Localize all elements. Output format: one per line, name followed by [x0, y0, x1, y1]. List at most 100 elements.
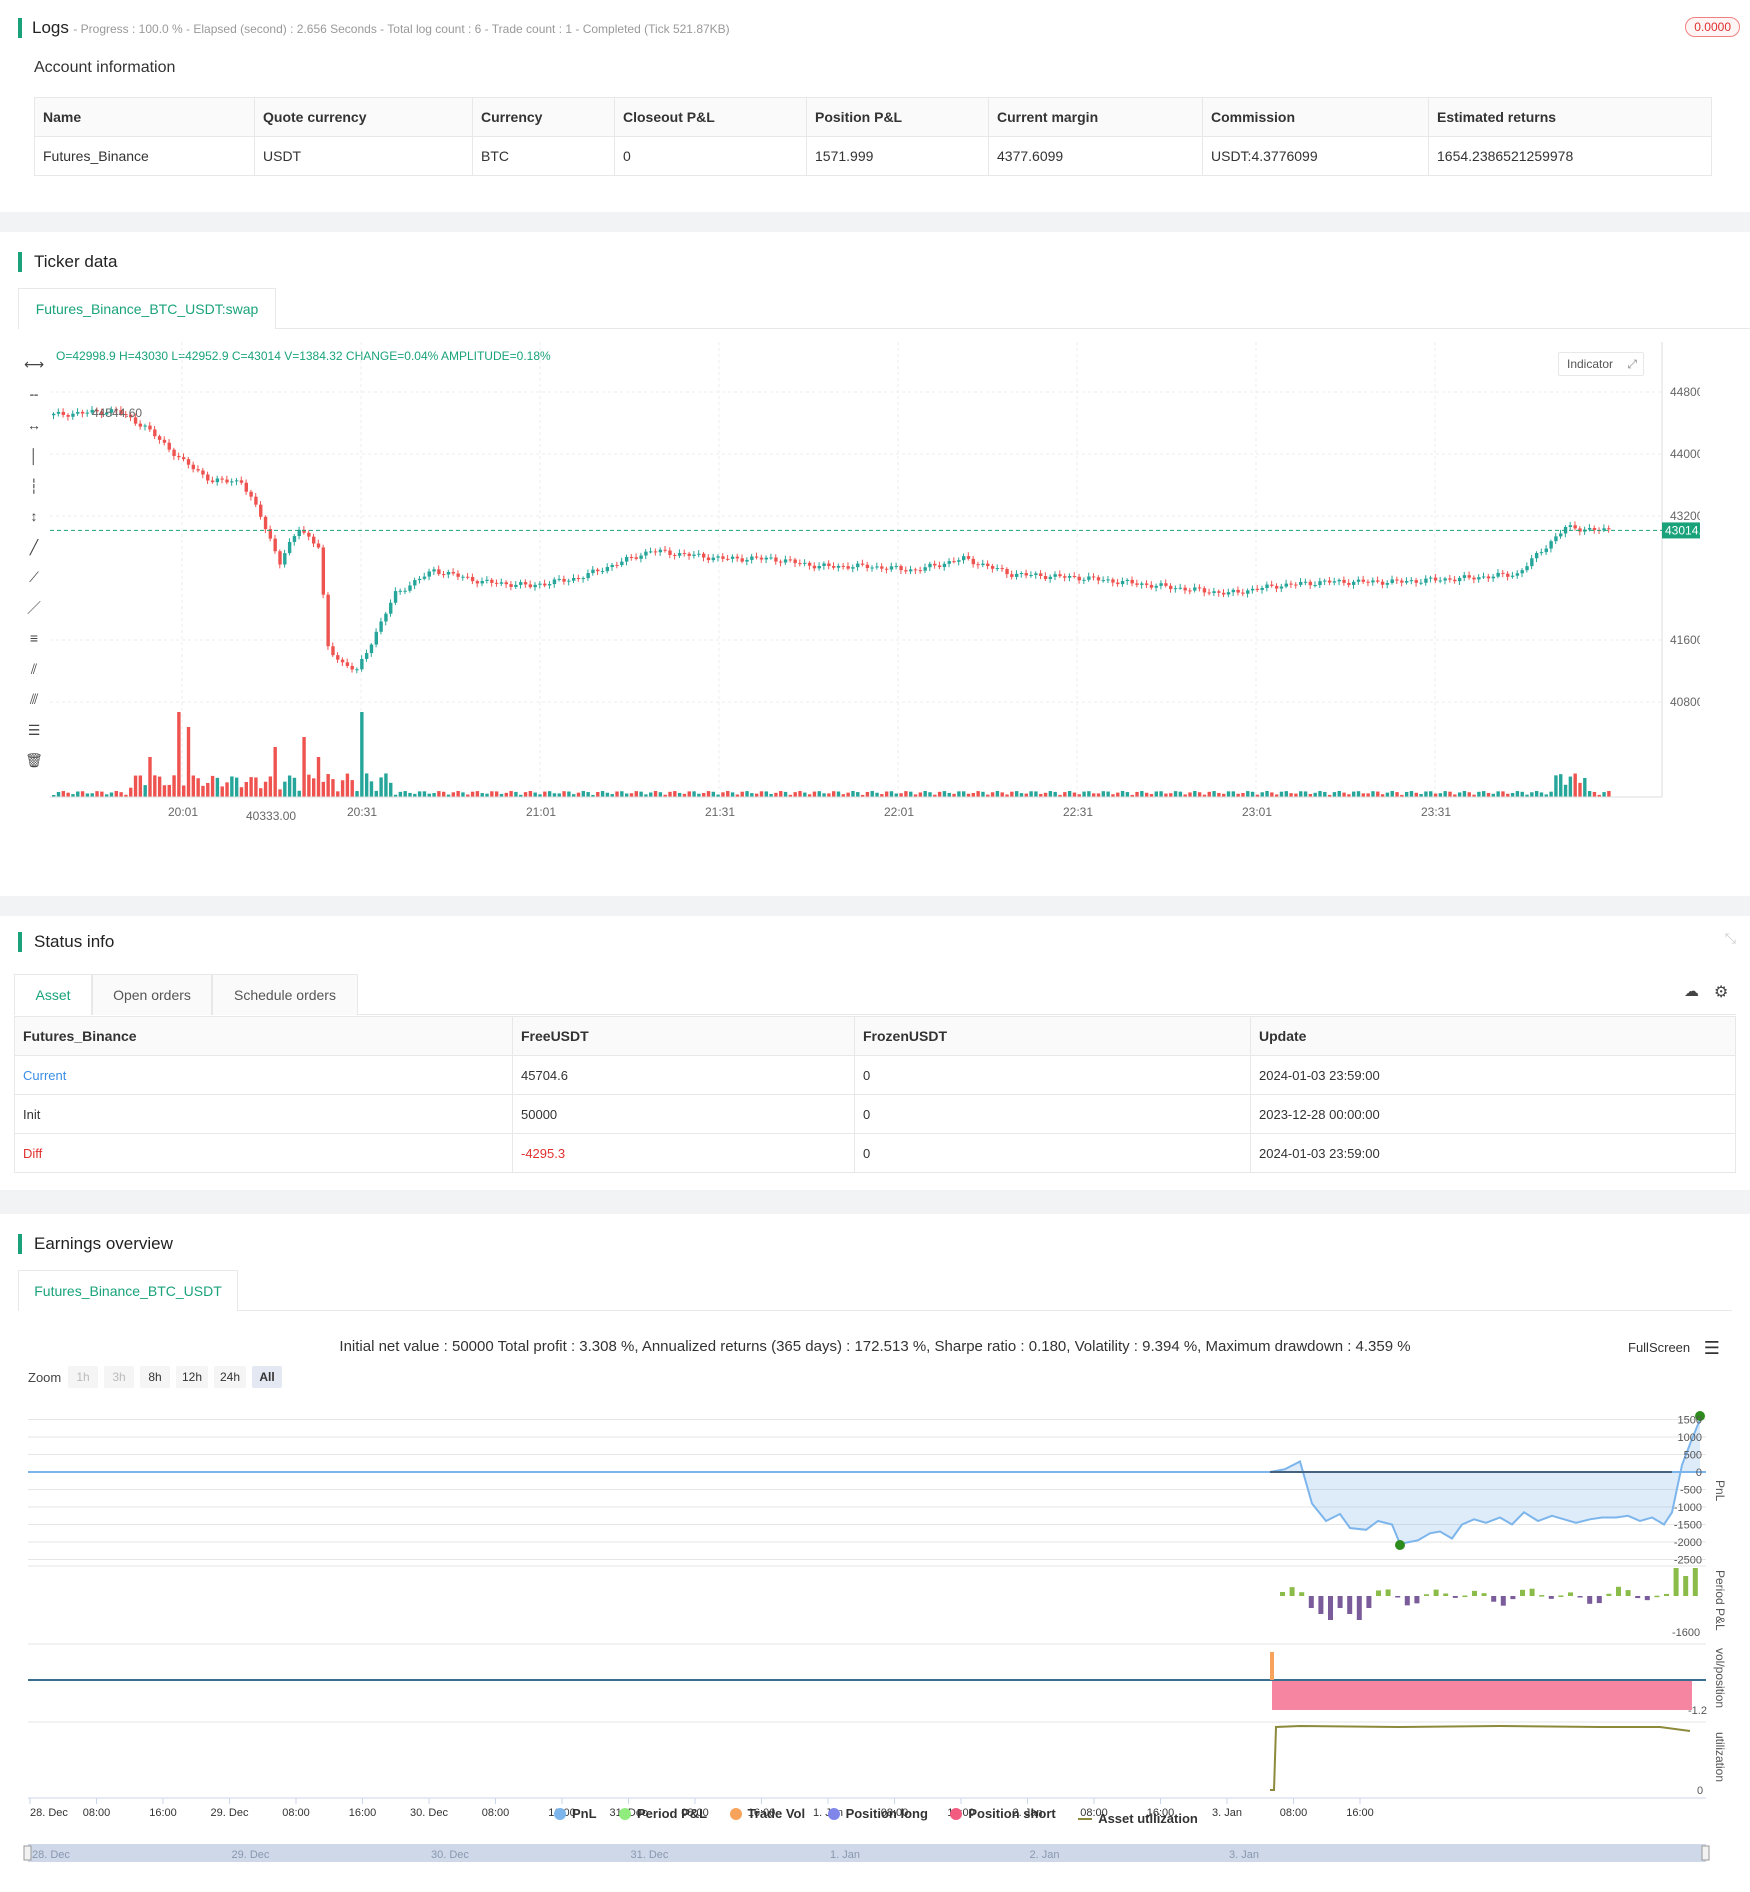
horizontal-segment-icon[interactable]: ↔ [27, 417, 41, 433]
cloud-download-icon[interactable]: ☁ [1684, 983, 1699, 1000]
candle [254, 496, 258, 505]
vertical-line-icon[interactable]: │ [29, 448, 39, 464]
candle [1197, 587, 1202, 589]
candle [649, 551, 653, 553]
tab-open-orders[interactable]: Open orders [92, 974, 212, 1015]
volume-bar [307, 774, 311, 797]
volume-bar [1222, 793, 1226, 797]
collapse-icon[interactable]: ⤡ [1724, 930, 1736, 946]
volume-bar [576, 792, 581, 797]
trash-icon[interactable]: 🗑 [25, 752, 43, 768]
legend-position-short[interactable]: Position short [950, 1806, 1056, 1821]
candle [504, 582, 508, 585]
candle [1120, 581, 1125, 585]
grid-lines-icon[interactable]: ☰ [27, 722, 41, 738]
volume-bar [1202, 794, 1207, 797]
zoom-all-button[interactable]: All [252, 1366, 282, 1388]
tab-futures-binance-btc-usdt-swap[interactable]: Futures_Binance_BTC_USDT:swap [18, 288, 276, 329]
cell-currency: BTC [472, 136, 615, 176]
candle [788, 559, 793, 561]
ray-line-icon[interactable]: ⟋ [29, 569, 39, 585]
candle [312, 536, 316, 544]
zoom-1h-button[interactable]: 1h [68, 1366, 98, 1388]
price-line-icon[interactable]: ≡ [29, 630, 39, 646]
vertical-segment-icon[interactable]: ┆ [29, 478, 39, 494]
trend-line-icon[interactable]: ╱ [29, 539, 39, 555]
col-estimated-returns: Estimated returns [1428, 97, 1712, 137]
zoom-3h-button[interactable]: 3h [104, 1366, 134, 1388]
tab-futures-binance-btc-usdt[interactable]: Futures_Binance_BTC_USDT [18, 1270, 238, 1311]
volume-bar [263, 781, 268, 797]
volume-bar [692, 791, 696, 797]
volume-bar [364, 773, 369, 797]
volume-bar [133, 775, 138, 797]
segment-icon[interactable]: ／ [27, 600, 41, 616]
volume-bar [1597, 794, 1601, 797]
volume-bar [769, 793, 773, 797]
candle [1072, 576, 1077, 578]
candle [1010, 574, 1014, 577]
status-tabs: Asset Open orders Schedule orders [14, 974, 1736, 1015]
tab-asset[interactable]: Asset [14, 974, 92, 1015]
volume-bar [1438, 793, 1443, 797]
volume-bar [726, 791, 730, 797]
volume-bar [345, 773, 350, 797]
volume-bar [870, 791, 874, 797]
legend-pnl[interactable]: PnL [554, 1806, 597, 1821]
ohlc-readout: O=42998.9 H=43030 L=42952.9 C=43014 V=13… [56, 349, 551, 363]
volume-bar [1578, 782, 1582, 797]
candle [856, 563, 860, 568]
candle [600, 571, 605, 573]
zoom-24h-button[interactable]: 24h [214, 1366, 246, 1388]
legend-period-pnl[interactable]: Period P&L [619, 1806, 707, 1821]
time-tick: 23:01 [1242, 805, 1272, 819]
candle [880, 566, 884, 569]
legend-trade-vol[interactable]: Trade Vol [729, 1806, 805, 1821]
col-closeout-pnl: Closeout P&L [614, 97, 807, 137]
candle [153, 429, 157, 437]
candlestick-chart[interactable]: 43014.00 44544.60 40333.00 44800.00 44000… [0, 232, 1700, 822]
row-label-init: Init [14, 1094, 513, 1134]
volume-bar [1101, 791, 1106, 797]
candle [610, 564, 614, 568]
candle [1159, 583, 1163, 586]
candle [1116, 582, 1120, 585]
parallel-channel-icon[interactable]: ⫽ [30, 661, 38, 677]
volume-bar [1496, 791, 1500, 797]
volume-bar [884, 791, 889, 797]
volume-bar [1433, 793, 1438, 797]
candle [177, 455, 181, 458]
status-title: Status info [18, 932, 114, 952]
col-commission: Commission [1202, 97, 1429, 137]
volume-bar [615, 791, 619, 797]
horizontal-line-icon[interactable]: ⟷ [24, 356, 45, 372]
legend-position-long[interactable]: Position long [827, 1806, 928, 1821]
candle [586, 573, 590, 579]
candle [1173, 588, 1178, 590]
tab-schedule-orders[interactable]: Schedule orders [212, 974, 358, 1015]
volume-bar [543, 791, 547, 797]
candle [913, 569, 918, 571]
candle [1169, 585, 1173, 590]
volume-bar [783, 791, 788, 797]
time-tick: 21:31 [705, 805, 735, 819]
volume-bar [177, 712, 181, 797]
earnings-title: Earnings overview [18, 1234, 173, 1254]
gear-icon[interactable]: ⚙ [1714, 984, 1729, 1001]
volume-bar [581, 791, 586, 797]
candle [1530, 558, 1534, 567]
volume-bar [369, 781, 374, 797]
indicator-button[interactable]: Indicator ⤢ [1558, 352, 1644, 376]
col-frozen-usdt: FrozenUSDT [854, 1016, 1251, 1056]
ticker-panel: Ticker data Futures_Binance_BTC_USDT:swa… [0, 232, 1750, 896]
volume-bar [1106, 791, 1110, 797]
candle [1043, 576, 1048, 580]
vertical-ray-icon[interactable]: ↕ [30, 508, 38, 524]
fullscreen-button[interactable]: FullScreen ☰ [1628, 1338, 1720, 1359]
volume-bar [461, 792, 465, 797]
horizontal-ray-icon[interactable]: ╌ [29, 387, 39, 403]
legend-asset-utilization[interactable]: Asset utilization [1078, 1811, 1198, 1826]
zoom-8h-button[interactable]: 8h [140, 1366, 170, 1388]
fibonacci-icon[interactable]: ⫻ [29, 691, 39, 707]
zoom-12h-button[interactable]: 12h [176, 1366, 208, 1388]
